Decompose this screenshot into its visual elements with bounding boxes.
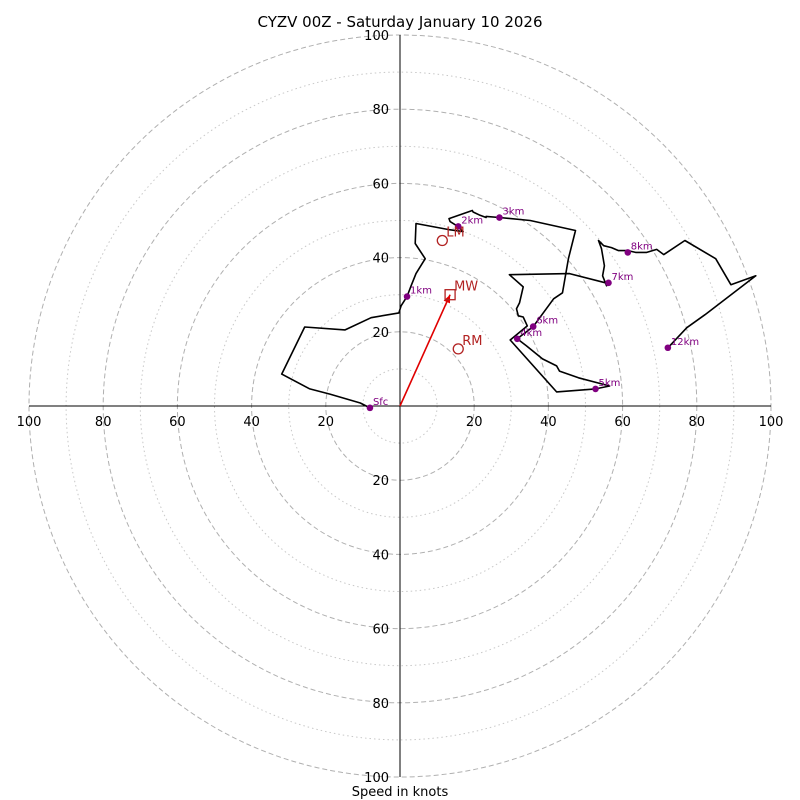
x-tick-label: 80 bbox=[95, 415, 112, 430]
y-tick-label: 40 bbox=[372, 548, 389, 563]
height-label-12km: 12km bbox=[671, 337, 699, 348]
height-marker-sfc bbox=[366, 404, 374, 412]
chart-title: CYZV 00Z - Saturday January 10 2026 bbox=[257, 13, 542, 31]
storm-motion-markers: MW RM LM bbox=[399, 226, 482, 407]
x-tick-label: 100 bbox=[759, 415, 784, 430]
height-marker-1km bbox=[403, 293, 411, 300]
hodograph-series bbox=[280, 209, 757, 409]
hodograph-line bbox=[280, 209, 757, 409]
height-label-5km: 5km bbox=[599, 378, 621, 389]
lm-marker bbox=[436, 234, 448, 247]
height-markers: Sfc 1km 2km 3km 4km 5km 6km 7km 8km 12km bbox=[366, 207, 699, 412]
y-tick-label: 80 bbox=[372, 697, 389, 712]
mw-marker bbox=[444, 289, 456, 301]
y-tick-label: 20 bbox=[372, 474, 389, 489]
y-tick-label: 60 bbox=[372, 623, 389, 638]
rm-marker bbox=[452, 343, 464, 355]
height-marker-8km bbox=[624, 249, 632, 256]
x-tick-label: 20 bbox=[466, 415, 483, 430]
y-tick-label: 100 bbox=[364, 29, 389, 44]
height-label-1km: 1km bbox=[410, 286, 432, 297]
y-tick-label: 100 bbox=[364, 771, 389, 786]
x-tick-label: 60 bbox=[169, 415, 186, 430]
height-label-6km: 6km bbox=[536, 316, 558, 327]
height-marker-2km bbox=[454, 223, 462, 230]
x-tick-label: 40 bbox=[243, 415, 260, 430]
height-marker-3km bbox=[496, 214, 503, 221]
tick-labels: 100 80 60 40 20 20 40 60 80 100 100 80 60 40 20 20 40 60 8… bbox=[17, 29, 784, 786]
height-marker-6km bbox=[529, 323, 537, 330]
height-marker-4km bbox=[513, 335, 521, 343]
height-marker-12km bbox=[664, 344, 672, 352]
rm-label: RM bbox=[462, 334, 482, 349]
height-marker-7km bbox=[605, 279, 612, 287]
height-label-4km: 4km bbox=[520, 328, 542, 339]
x-tick-label: 40 bbox=[540, 415, 557, 430]
x-tick-label: 20 bbox=[318, 415, 335, 430]
height-label-7km: 7km bbox=[612, 272, 634, 283]
height-marker-5km bbox=[592, 385, 599, 393]
x-tick-label: 100 bbox=[17, 415, 42, 430]
y-tick-label: 80 bbox=[372, 103, 389, 118]
y-tick-label: 40 bbox=[372, 252, 389, 267]
height-label-2km: 2km bbox=[461, 215, 483, 226]
height-label-8km: 8km bbox=[631, 241, 653, 252]
x-tick-label: 80 bbox=[689, 415, 706, 430]
lm-label: LM bbox=[446, 226, 464, 241]
y-tick-label: 60 bbox=[372, 177, 389, 192]
height-label-3km: 3km bbox=[502, 207, 524, 218]
y-tick-label: 20 bbox=[372, 326, 389, 341]
x-tick-label: 60 bbox=[614, 415, 631, 430]
storm-motion-arrowhead bbox=[443, 294, 451, 304]
mw-label: MW bbox=[454, 280, 478, 295]
x-axis-label: Speed in knots bbox=[352, 785, 449, 800]
storm-motion-arrow bbox=[399, 294, 451, 407]
height-label-sfc: Sfc bbox=[373, 397, 388, 408]
